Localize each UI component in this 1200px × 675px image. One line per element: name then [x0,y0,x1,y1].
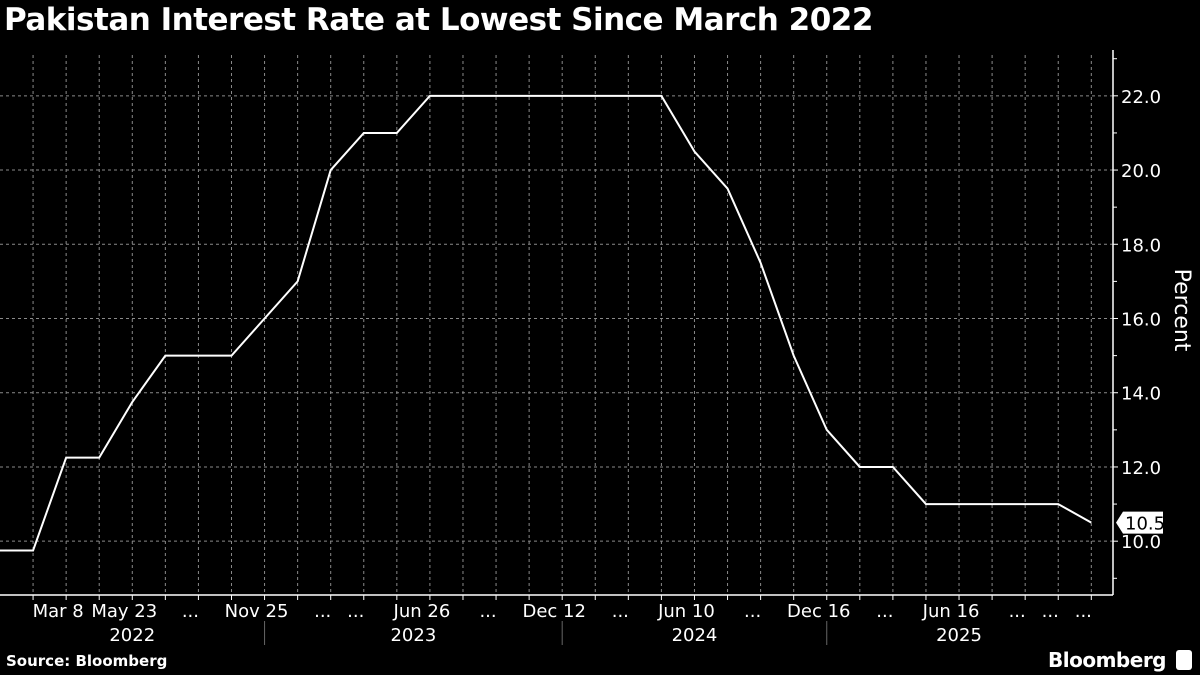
x-tick-label: Mar 8 [33,601,84,622]
x-tick-label: Jun 16 [922,601,980,622]
last-value-badge: 10.5 [1116,511,1165,535]
last-value-badge-bg [1116,511,1163,534]
x-tick-label: ... [744,601,761,622]
x-year-label: 2023 [390,625,436,646]
x-tick-label: ... [182,601,199,622]
x-tick-label: Jun 26 [393,601,451,622]
x-tick-label: Dec 12 [522,601,585,622]
x-year-label: 2025 [936,625,982,646]
x-tick-label: May 23 [91,601,157,622]
x-tick-label: ... [1009,601,1026,622]
y-tick-label: 10.0 [1121,532,1161,553]
y-tick-label: 22.0 [1121,87,1161,108]
bloomberg-chart-icon [1176,650,1192,670]
x-tick-label: ... [1042,601,1059,622]
y-axis-label: Percent [1169,269,1194,352]
x-tick-label: ... [347,601,364,622]
x-tick-label: ... [1075,601,1092,622]
y-tick-label: 14.0 [1121,384,1161,405]
y-tick-label: 12.0 [1121,458,1161,479]
x-tick-label: ... [612,601,629,622]
x-tick-label: Nov 25 [225,601,289,622]
last-value-label: 10.5 [1125,514,1165,535]
bloomberg-logo: Bloomberg [1048,648,1166,672]
y-tick-label: 20.0 [1121,161,1161,182]
x-tick-label: Jun 10 [657,601,715,622]
x-year-label: 2022 [109,625,155,646]
series-line [0,94,1092,552]
y-tick-label: 18.0 [1121,235,1161,256]
x-tick-label: ... [314,601,331,622]
x-tick-label: ... [479,601,496,622]
source-note: Source: Bloomberg [6,652,168,670]
x-tick-label: Dec 16 [787,601,850,622]
x-tick-label: ... [876,601,893,622]
chart-title: Pakistan Interest Rate at Lowest Since M… [4,2,873,38]
x-year-label: 2024 [672,625,718,646]
y-tick-label: 16.0 [1121,310,1161,331]
